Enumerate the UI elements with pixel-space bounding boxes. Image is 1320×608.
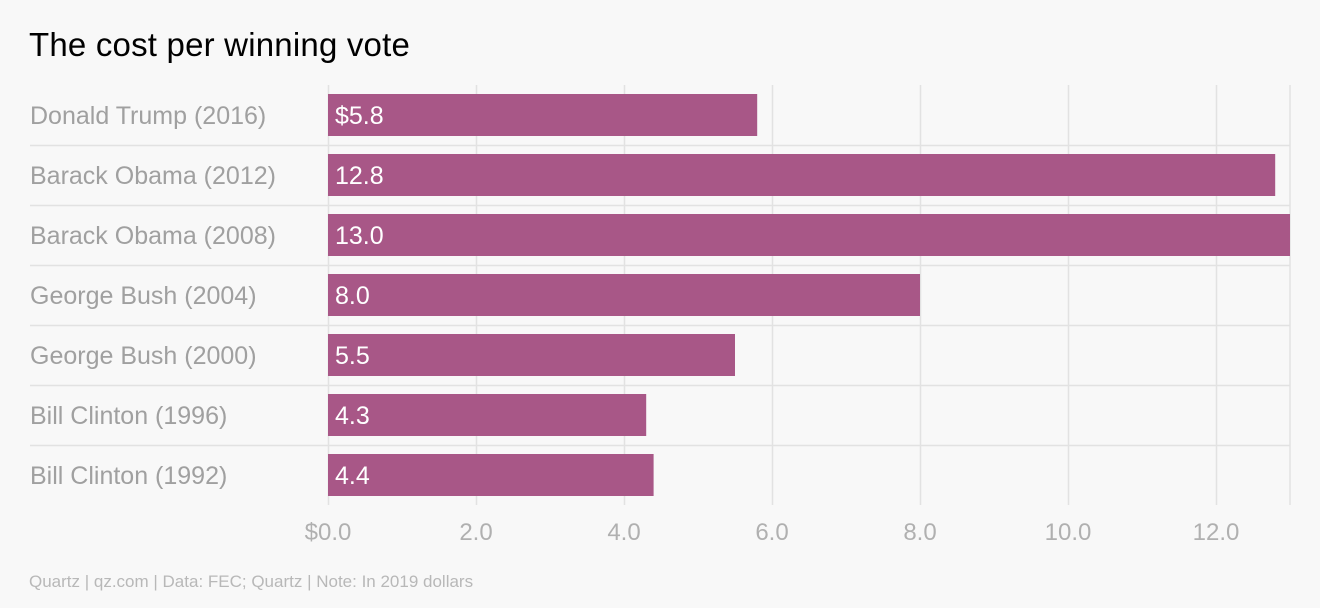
- bar-value-label: 4.3: [335, 402, 370, 430]
- chart-title: The cost per winning vote: [29, 26, 411, 63]
- bar: [328, 154, 1276, 196]
- bar: [328, 214, 1290, 256]
- bar: [328, 334, 735, 376]
- x-tick-label: 8.0: [903, 519, 936, 546]
- x-tick-label: 2.0: [459, 519, 492, 546]
- source-note: Quartz | qz.com | Data: FEC; Quartz | No…: [29, 572, 474, 591]
- x-tick-label: 4.0: [607, 519, 640, 546]
- x-tick-label: 12.0: [1193, 519, 1240, 546]
- x-axis-tick-labels: $0.0 2.0 4.0 6.0 8.0 10.0 12.0: [305, 519, 1240, 546]
- bar: [328, 394, 647, 436]
- x-tick-label: 10.0: [1045, 519, 1092, 546]
- bar-value-label: $5.8: [335, 102, 384, 130]
- category-label: Donald Trump (2016): [30, 102, 266, 130]
- label-layer: $5.8 Donald Trump (2016) 12.8 Barack Obama …: [30, 102, 384, 490]
- bar: [328, 94, 758, 136]
- x-tick-label: 6.0: [755, 519, 788, 546]
- category-label: Barack Obama (2008): [30, 222, 276, 250]
- bar-value-label: 8.0: [335, 282, 370, 310]
- bar-value-label: 4.4: [335, 462, 370, 490]
- x-tick-label: $0.0: [305, 519, 352, 546]
- bar-value-label: 13.0: [335, 222, 384, 250]
- bar-chart: $5.8 Donald Trump (2016) 12.8 Barack Obama …: [30, 85, 1291, 546]
- bar-layer: [328, 94, 1290, 496]
- bar: [328, 454, 654, 496]
- category-label: Barack Obama (2012): [30, 162, 276, 190]
- category-label: Bill Clinton (1996): [30, 402, 227, 430]
- category-label: Bill Clinton (1992): [30, 462, 227, 490]
- bar-value-label: 5.5: [335, 342, 370, 370]
- category-label: George Bush (2000): [30, 342, 257, 370]
- bar: [328, 274, 920, 316]
- bar-value-label: 12.8: [335, 162, 384, 190]
- category-label: George Bush (2004): [30, 282, 257, 310]
